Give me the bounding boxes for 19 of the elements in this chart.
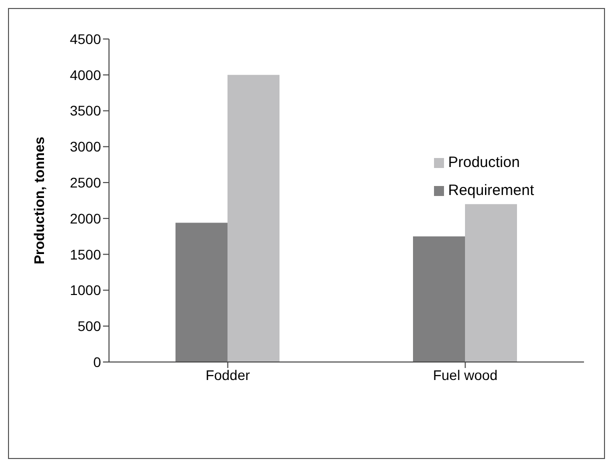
y-tick-label: 4500 xyxy=(70,30,102,47)
y-tick-label: 2500 xyxy=(70,174,102,191)
y-tick-label: 1000 xyxy=(70,282,102,298)
legend-label: Production xyxy=(448,154,520,171)
bar xyxy=(176,222,228,362)
y-tick-label: 1500 xyxy=(70,246,102,262)
y-tick-label: 2000 xyxy=(70,210,102,226)
legend-label: Requirement xyxy=(448,182,534,199)
bar xyxy=(413,236,465,362)
y-tick-label: 500 xyxy=(78,318,102,334)
x-tick-label: Fuel wood xyxy=(432,366,498,383)
bar xyxy=(228,74,280,362)
y-axis-title: Production, tonnes xyxy=(30,136,47,264)
x-tick-label: Fodder xyxy=(206,366,250,383)
bar xyxy=(465,204,517,362)
y-tick-label: 3000 xyxy=(70,138,102,155)
y-tick-label: 3500 xyxy=(70,102,102,119)
y-tick-label: 0 xyxy=(93,354,102,370)
y-tick-label: 4000 xyxy=(70,66,102,83)
